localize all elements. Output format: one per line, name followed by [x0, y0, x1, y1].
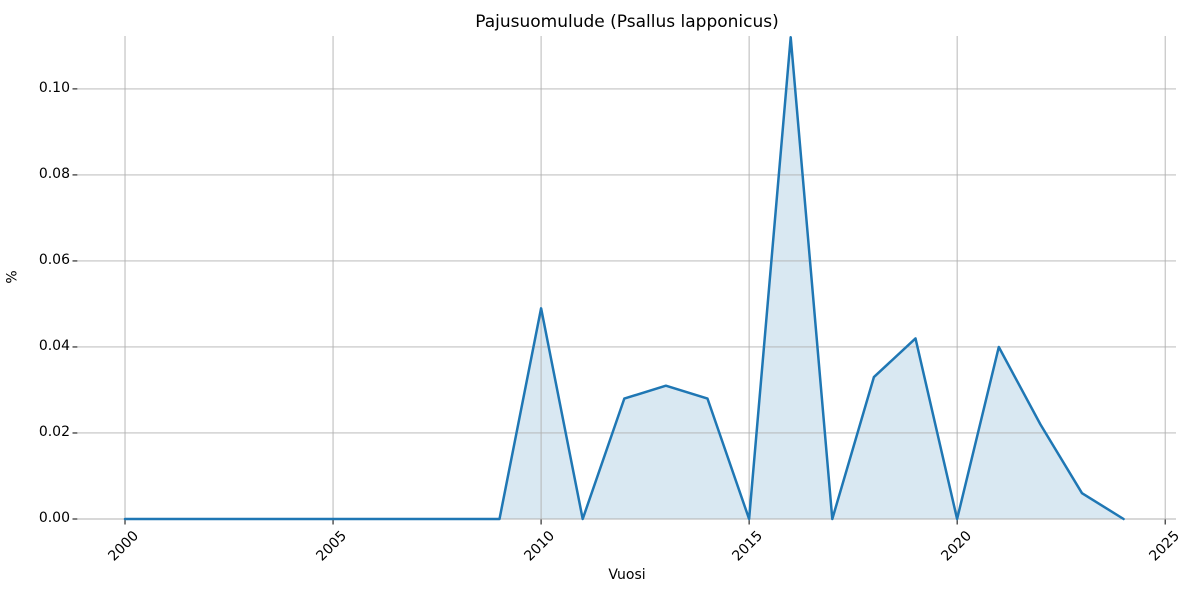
y-tick-label: 0.08: [38, 165, 70, 182]
y-tick-label: 0.06: [38, 251, 70, 268]
x-axis-label: Vuosi: [608, 567, 646, 583]
y-tick-label: 0.00: [38, 510, 70, 526]
y-tick-label: 0.04: [38, 337, 70, 354]
y-axis-label: %: [4, 270, 21, 284]
area-fill: [125, 37, 1124, 520]
y-tick-label: 0.02: [38, 423, 70, 440]
series-line: [123, 36, 1125, 521]
chart-title: Pajusuomulude (Psallus lapponicus): [475, 12, 779, 32]
y-tick-label: 0.10: [38, 79, 70, 96]
